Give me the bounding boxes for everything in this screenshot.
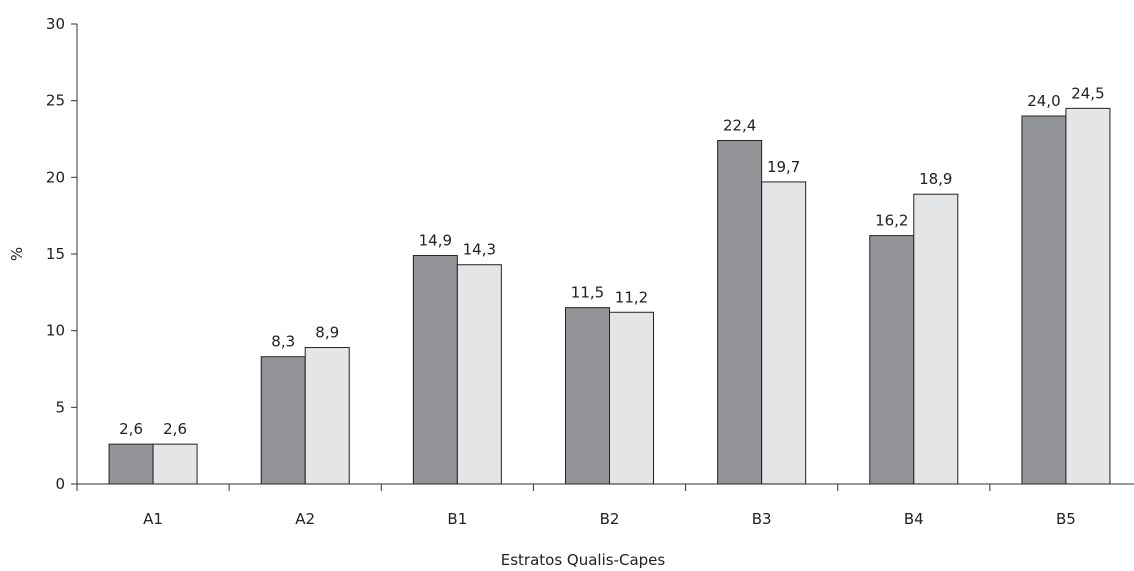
bar-value-label: 11,5	[571, 284, 604, 302]
bar-series-2	[1065, 107, 1111, 485]
y-tick-label: 25	[46, 92, 65, 110]
bar-series-1	[412, 255, 458, 485]
x-tick-label: B1	[447, 510, 467, 528]
bar-value-label: 24,0	[1027, 92, 1060, 110]
x-tick-label: B4	[904, 510, 924, 528]
x-tick-label: B2	[600, 510, 620, 528]
value-labels: 2,6 2,6 8,3 8,9 14,9 14,3 11,5 11,2 22,4 19,7 16,2…	[119, 84, 1104, 438]
y-tick-label: 30	[46, 15, 65, 33]
x-tick-label: B3	[752, 510, 772, 528]
y-ticks: 0 5 10 15 20 25 30	[46, 15, 77, 493]
bar-series-2	[456, 264, 502, 485]
bar-value-label: 22,4	[723, 117, 756, 135]
bar-series-1	[869, 235, 915, 485]
bar-value-label: 18,9	[919, 170, 952, 188]
y-tick-label: 10	[46, 322, 65, 340]
y-tick-label: 15	[46, 245, 65, 263]
bar-series-1	[717, 140, 763, 485]
bar-value-label: 8,9	[315, 324, 339, 342]
x-axis-title: Estratos Qualis-Capes	[501, 551, 666, 569]
y-tick-label: 0	[55, 475, 65, 493]
y-tick-label: 5	[55, 398, 65, 416]
x-tick-label: A1	[143, 510, 163, 528]
bar-series-2	[152, 443, 198, 485]
x-ticks: A1 A2 B1 B2 B3 B4 B5	[76, 484, 1076, 528]
x-axis: A1 A2 B1 B2 B3 B4 B5	[76, 483, 1134, 528]
bar-value-label: 14,9	[419, 232, 452, 250]
bar-value-label: 8,3	[271, 333, 295, 351]
bar-value-label: 24,5	[1071, 84, 1104, 102]
bar-series-2	[609, 311, 654, 485]
bars	[108, 107, 1111, 485]
bar-value-label: 2,6	[163, 420, 187, 438]
bar-series-2	[761, 181, 807, 485]
bar-value-label: 14,3	[463, 241, 496, 259]
bar-series-1	[565, 307, 610, 485]
bar-series-2	[913, 193, 959, 485]
bar-value-label: 19,7	[767, 158, 800, 176]
bar-series-1	[1021, 115, 1067, 485]
bar-value-label: 2,6	[119, 420, 143, 438]
x-tick-label: B5	[1056, 510, 1076, 528]
bar-series-2	[304, 347, 350, 485]
y-axis-title: %	[8, 247, 26, 261]
x-tick-label: A2	[295, 510, 315, 528]
bar-value-label: 16,2	[875, 212, 908, 230]
bar-series-1	[260, 356, 306, 485]
bar-value-label: 11,2	[615, 288, 648, 306]
bar-series-1	[108, 443, 154, 485]
y-tick-label: 20	[46, 168, 65, 186]
y-axis: 0 5 10 15 20 25 30	[46, 15, 78, 493]
